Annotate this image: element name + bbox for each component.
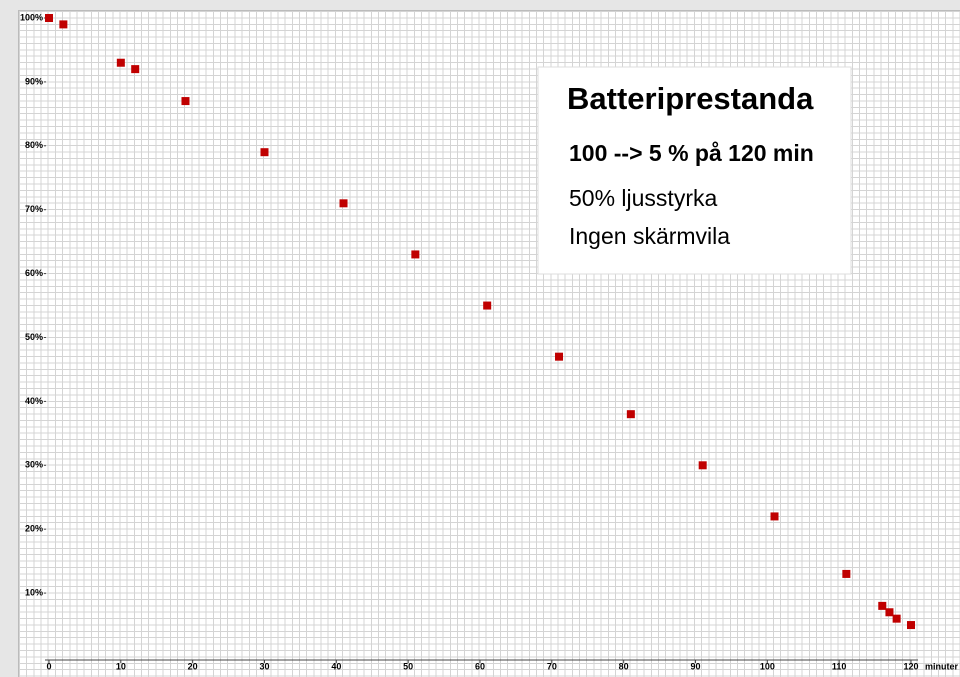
x-tick-label: 30 <box>259 661 269 671</box>
point <box>842 569 851 578</box>
point <box>260 148 269 157</box>
x-tick-label: 110 <box>832 661 847 671</box>
point <box>45 14 53 22</box>
point <box>892 614 901 623</box>
text-box <box>537 66 852 275</box>
point <box>483 301 492 310</box>
point <box>555 352 564 361</box>
x-tick-label: 100 <box>760 661 775 671</box>
y-tick-label: 30% <box>25 460 43 470</box>
point <box>59 20 68 29</box>
annotation-line: Ingen skärmvila <box>569 223 730 249</box>
point <box>116 58 125 67</box>
y-tick-label: 40% <box>25 396 43 406</box>
x-tick-label: 40 <box>331 661 341 671</box>
point <box>411 250 420 259</box>
x-axis-label: minuter <box>925 661 959 671</box>
point <box>907 621 915 630</box>
point <box>339 199 348 208</box>
x-tick-label: 80 <box>619 661 629 671</box>
annotation-line: 100 --> 5 % på 120 min <box>569 140 814 166</box>
y-tick-label: 20% <box>25 524 43 534</box>
y-tick-label: 10% <box>25 587 43 597</box>
x-tick-label: 50 <box>403 661 413 671</box>
point <box>131 65 140 74</box>
annotation-line: 50% ljusstyrka <box>569 185 717 211</box>
column-header <box>0 0 960 11</box>
point <box>626 410 635 419</box>
y-tick-label: 70% <box>25 204 43 214</box>
point <box>698 461 707 470</box>
y-tick-label: 50% <box>25 332 43 342</box>
point <box>181 97 190 106</box>
row-header <box>0 10 19 677</box>
point <box>770 512 779 521</box>
point <box>885 608 894 617</box>
x-tick-label: 20 <box>188 661 198 671</box>
x-tick-label: 90 <box>690 661 700 671</box>
x-tick-label: 120 <box>903 661 918 671</box>
y-tick-label: 60% <box>25 268 43 278</box>
x-tick-label: 60 <box>475 661 485 671</box>
x-tick-label: 10 <box>116 661 126 671</box>
point <box>878 601 887 610</box>
y-tick-label: 90% <box>25 76 43 86</box>
x-tick-label: 0 <box>46 661 51 671</box>
annotation-title: Batteriprestanda <box>567 81 814 116</box>
y-tick-label: 100% <box>20 12 43 22</box>
x-tick-label: 70 <box>547 661 557 671</box>
y-tick-label: 80% <box>25 140 43 150</box>
